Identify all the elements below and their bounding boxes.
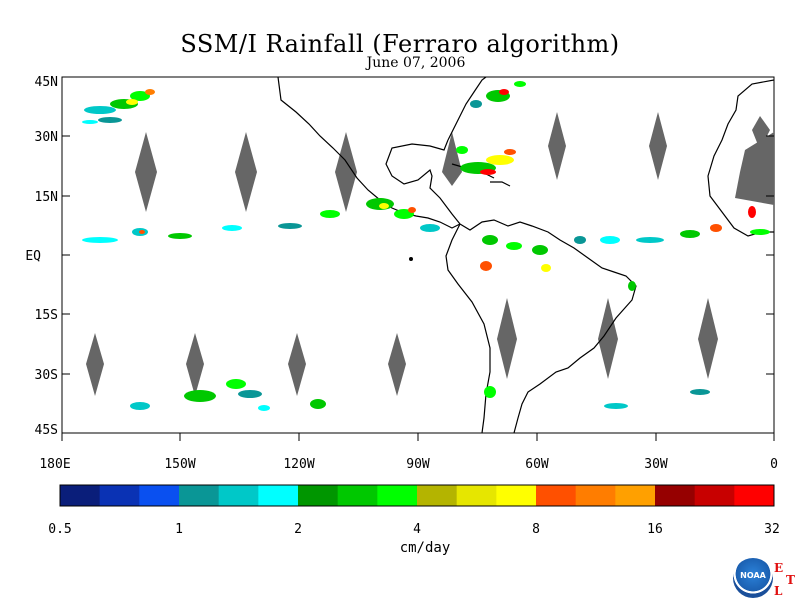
coast-hispaniola <box>490 181 511 187</box>
lon-label: 120W <box>283 457 314 472</box>
etl-letter-e: E <box>774 561 784 575</box>
rain-caribbean <box>456 146 516 175</box>
colorbar-swatch <box>60 485 101 506</box>
lat-axis: 45N 30N 15N EQ 15S 30S 45S <box>25 75 774 438</box>
colorbar-swatch <box>298 485 339 506</box>
swath-gap <box>335 132 357 212</box>
coast-africa <box>707 79 774 237</box>
colorbar-tick-label: 8 <box>532 522 540 537</box>
swath-gap <box>752 116 770 150</box>
colorbar-units: cm/day <box>399 540 451 556</box>
swath-gaps <box>86 112 774 396</box>
rainfall-patches <box>82 81 770 411</box>
lat-label: 45N <box>35 75 58 90</box>
colorbar-swatch <box>536 485 577 506</box>
swath-gap <box>548 112 566 180</box>
colorbar-swatch <box>337 485 378 506</box>
noaa-logo-text: NOAA <box>740 571 766 580</box>
colorbar-swatch <box>179 485 220 506</box>
swath-gap <box>86 333 104 396</box>
colorbar-tick-label: 0.5 <box>48 522 71 537</box>
colorbar-swatch <box>655 485 696 506</box>
galapagos <box>409 257 413 261</box>
map-frame <box>61 76 775 434</box>
swath-gap <box>442 132 462 186</box>
swath-gap <box>649 112 667 180</box>
rain-itcz <box>82 198 440 243</box>
noaa-logo: NOAA <box>733 558 773 598</box>
colorbar-tick-label: 4 <box>413 522 421 537</box>
swath-gap <box>598 298 618 379</box>
rain-south-america <box>480 235 636 291</box>
colorbar-swatch <box>694 485 735 506</box>
lat-label: 15S <box>35 308 58 323</box>
lon-label: 60W <box>525 457 549 472</box>
swath-gap <box>135 132 157 212</box>
lon-label: 30W <box>644 457 668 472</box>
colorbar-labels: 0.5 1 2 4 8 16 32 <box>48 522 780 537</box>
lon-label: 180E <box>39 457 70 472</box>
lon-label: 0 <box>770 457 778 472</box>
colorbar <box>60 485 775 506</box>
swath-gap <box>288 333 306 396</box>
colorbar-swatch <box>377 485 418 506</box>
swath-gap <box>235 132 257 212</box>
coast-south-america-west <box>445 223 491 433</box>
swath-gap <box>388 333 406 396</box>
colorbar-swatch <box>139 485 180 506</box>
colorbar-swatch <box>456 485 497 506</box>
rain-north-pacific <box>82 89 155 124</box>
swath-gap <box>698 298 718 379</box>
coast-north-america-west <box>277 77 461 229</box>
colorbar-swatch <box>575 485 616 506</box>
colorbar-swatch <box>258 485 299 506</box>
lon-axis: 180E 150W 120W 90W 60W 30W 0 <box>39 433 778 472</box>
colorbar-tick-label: 1 <box>175 522 183 537</box>
coast-us-east <box>447 77 487 141</box>
lat-label: EQ <box>25 249 41 264</box>
colorbar-swatch <box>99 485 140 506</box>
rain-atlantic-itcz <box>636 206 770 243</box>
lat-label: 45S <box>35 423 58 438</box>
lat-label: 30N <box>35 130 58 145</box>
colorbar-swatch <box>417 485 458 506</box>
map-title: SSM/I Rainfall (Ferraro algorithm) <box>180 30 620 58</box>
colorbar-tick-label: 16 <box>647 522 663 537</box>
colorbar-frame <box>59 484 775 507</box>
lat-label: 30S <box>35 368 58 383</box>
colorbar-tick-label: 2 <box>294 522 302 537</box>
colorbar-swatch <box>615 485 656 506</box>
rain-south-pacific <box>130 379 710 411</box>
colorbar-tick-label: 32 <box>764 522 780 537</box>
etl-letter-l: L <box>774 584 783 598</box>
colorbar-swatch <box>496 485 537 506</box>
lat-label: 15N <box>35 190 58 205</box>
map-date: June 07, 2006 <box>366 55 466 71</box>
etl-letter-t: T <box>786 573 795 587</box>
coast-gulf <box>385 139 461 225</box>
swath-gap <box>186 333 204 396</box>
lon-label: 150W <box>164 457 195 472</box>
swath-gap <box>497 298 517 379</box>
colorbar-swatch <box>218 485 259 506</box>
coast-south-america <box>459 219 637 433</box>
colorbar-swatch <box>734 485 775 506</box>
rain-atlantic-north <box>470 81 526 108</box>
swath-gap <box>735 132 774 205</box>
lon-label: 90W <box>406 457 430 472</box>
